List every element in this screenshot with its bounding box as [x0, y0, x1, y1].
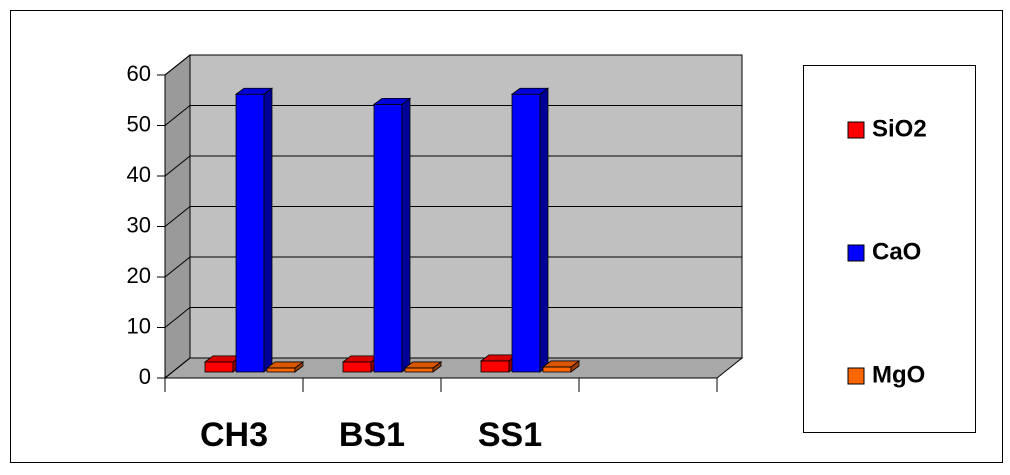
bar — [542, 366, 572, 373]
legend-swatch — [847, 244, 865, 262]
y-tick-label: 10 — [127, 313, 151, 338]
legend-swatch — [847, 367, 865, 385]
bar — [480, 360, 510, 373]
bar-side — [263, 87, 273, 373]
grid-line — [164, 54, 191, 76]
y-tick-label: 30 — [127, 212, 151, 237]
bar — [235, 93, 265, 373]
bar-top — [234, 87, 274, 95]
grid-line — [164, 105, 191, 126]
bar-top — [372, 97, 412, 105]
bar-top — [541, 360, 581, 368]
bar — [342, 361, 372, 373]
bar — [266, 367, 296, 373]
bar-top — [403, 361, 443, 369]
bar — [204, 361, 234, 373]
legend-label: CaO — [872, 238, 921, 265]
legend-box — [803, 65, 976, 433]
bar-side — [401, 97, 411, 373]
grid-line — [164, 155, 191, 177]
legend-swatch — [847, 121, 865, 139]
legend-label: MgO — [872, 361, 925, 388]
grid-line — [164, 256, 191, 278]
x-tick-label: SS1 — [478, 416, 542, 454]
bar — [404, 367, 434, 373]
bar-side — [539, 87, 549, 373]
y-tick-label: 60 — [127, 61, 151, 86]
grid-line — [164, 206, 191, 227]
legend-label: SiO2 — [872, 115, 927, 142]
bar-top — [510, 87, 550, 95]
y-tick-label: 20 — [127, 263, 151, 288]
bar — [511, 93, 541, 373]
x-tick-label: CH3 — [200, 416, 268, 454]
grid-line — [164, 357, 191, 379]
x-tick-label: BS1 — [339, 416, 405, 454]
y-tick-label: 0 — [139, 364, 151, 389]
y-tick-label: 50 — [127, 111, 151, 136]
y-tick-label: 40 — [127, 162, 151, 187]
bar-top — [265, 361, 305, 369]
grid-line — [164, 307, 191, 328]
bar — [373, 103, 403, 373]
